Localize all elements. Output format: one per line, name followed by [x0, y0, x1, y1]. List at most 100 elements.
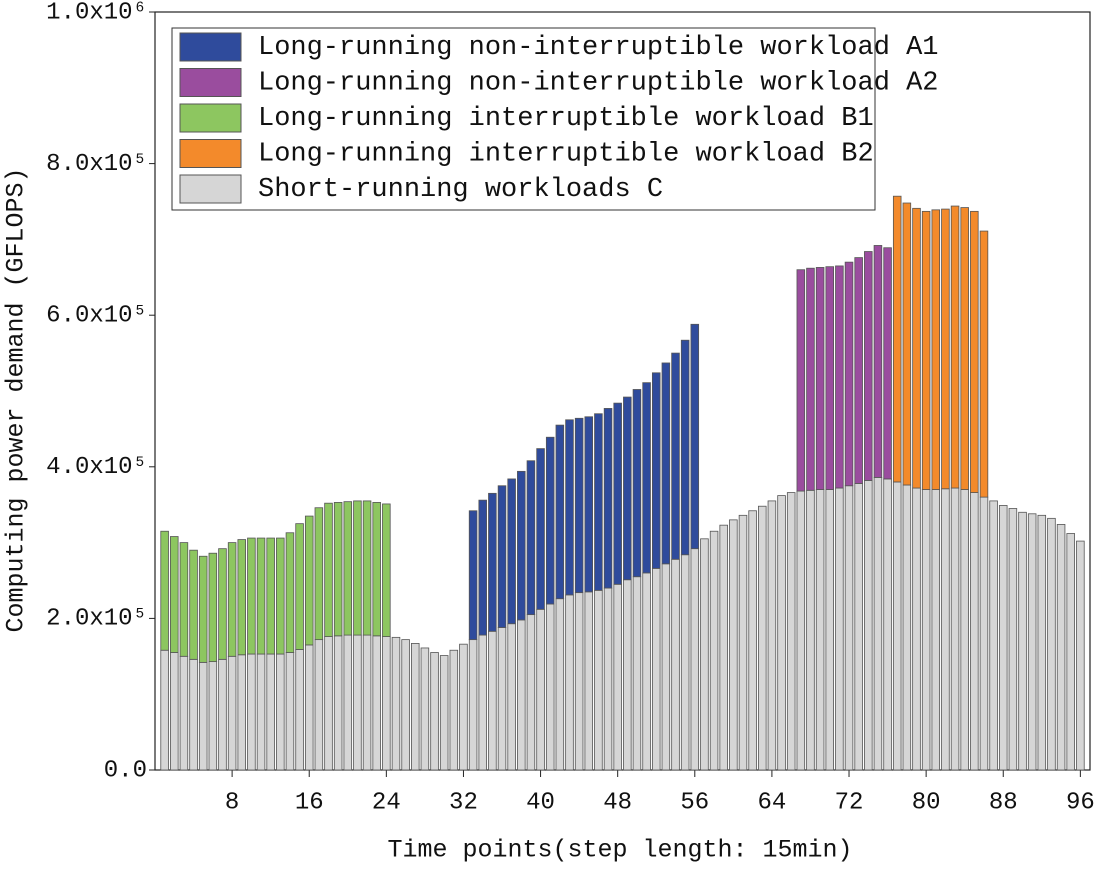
bar — [584, 416, 594, 593]
bar — [517, 470, 526, 621]
bar — [748, 510, 757, 771]
bar — [227, 542, 237, 657]
bar — [931, 489, 941, 771]
bar — [979, 230, 989, 498]
x-tick-label: 88 — [989, 789, 1018, 816]
legend-swatch — [179, 174, 242, 204]
bar — [998, 505, 1008, 771]
bar — [198, 555, 208, 663]
legend-swatch — [179, 103, 242, 133]
bar — [555, 598, 565, 771]
bar — [304, 644, 314, 771]
bar — [758, 505, 767, 771]
y-tick-label: 2.0x10⁵ — [46, 606, 147, 633]
y-tick-label: 1.0x10⁶ — [46, 0, 147, 26]
bar — [671, 352, 680, 560]
bar — [825, 489, 834, 771]
bar — [208, 661, 218, 771]
bar — [1076, 540, 1085, 771]
bar — [950, 205, 960, 489]
bar — [979, 496, 989, 771]
bar — [864, 251, 873, 481]
bar — [478, 499, 487, 636]
bar — [468, 639, 478, 771]
bar — [661, 362, 671, 565]
bar — [218, 548, 227, 660]
bar — [295, 649, 304, 771]
bar — [767, 500, 777, 771]
bar — [796, 269, 806, 492]
legend-swatch — [179, 139, 242, 168]
bar — [642, 382, 651, 574]
bar — [565, 419, 574, 596]
bar — [844, 485, 854, 771]
y-tick-label: 4.0x10⁵ — [46, 454, 147, 481]
bar — [950, 487, 960, 771]
bar — [198, 661, 208, 771]
bar — [497, 627, 507, 771]
bar — [709, 530, 719, 771]
bar — [680, 339, 690, 556]
bar — [806, 267, 815, 491]
bar — [921, 210, 931, 490]
bar — [362, 500, 372, 636]
bar — [970, 210, 979, 493]
y-tick-label: 6.0x10⁵ — [46, 303, 147, 330]
legend-label: Long-running non-interruptible workload … — [258, 33, 939, 63]
bar — [661, 563, 671, 771]
legend-label: Long-running interruptible workload B1 — [258, 104, 874, 134]
bar — [488, 492, 497, 632]
bar — [411, 643, 420, 771]
bar — [892, 481, 902, 771]
bar — [401, 639, 410, 771]
bar — [796, 490, 806, 771]
x-tick-label: 24 — [372, 789, 401, 816]
x-tick-label: 16 — [295, 789, 324, 816]
bar — [295, 523, 304, 650]
x-tick-label: 8 — [225, 789, 239, 816]
bar — [391, 636, 401, 771]
bar — [507, 623, 516, 771]
bar — [372, 635, 381, 771]
bar — [468, 510, 478, 641]
bar — [574, 592, 584, 771]
bar — [594, 413, 603, 591]
y-tick-label: 8.0x10⁵ — [46, 151, 147, 178]
bar — [507, 478, 516, 625]
legend-swatch — [179, 68, 242, 97]
bar — [218, 658, 227, 771]
bar — [623, 579, 632, 771]
bar — [603, 587, 613, 771]
bar — [680, 554, 690, 771]
bar — [430, 652, 439, 771]
bar — [835, 487, 844, 771]
bar — [594, 589, 603, 771]
x-tick-label: 48 — [603, 789, 632, 816]
bar — [256, 537, 266, 655]
bar — [227, 655, 237, 771]
bar — [276, 653, 285, 771]
bar — [729, 519, 738, 771]
x-tick-label: 56 — [680, 789, 709, 816]
bar — [719, 524, 728, 771]
bar — [526, 460, 536, 616]
bar — [343, 501, 353, 636]
bar — [247, 537, 256, 655]
bar — [324, 502, 333, 637]
bar — [623, 396, 632, 581]
bar — [565, 594, 574, 771]
bar — [208, 552, 218, 663]
bar — [285, 532, 295, 653]
bar — [314, 507, 324, 641]
bar — [362, 634, 372, 771]
bar — [970, 492, 979, 771]
bar — [517, 619, 526, 771]
bar — [912, 487, 921, 771]
bar — [921, 489, 931, 771]
bar — [883, 478, 892, 771]
x-tick-label: 40 — [526, 789, 555, 816]
bar — [304, 515, 314, 646]
bar — [189, 549, 198, 660]
bar — [536, 608, 545, 771]
bar — [420, 647, 430, 771]
